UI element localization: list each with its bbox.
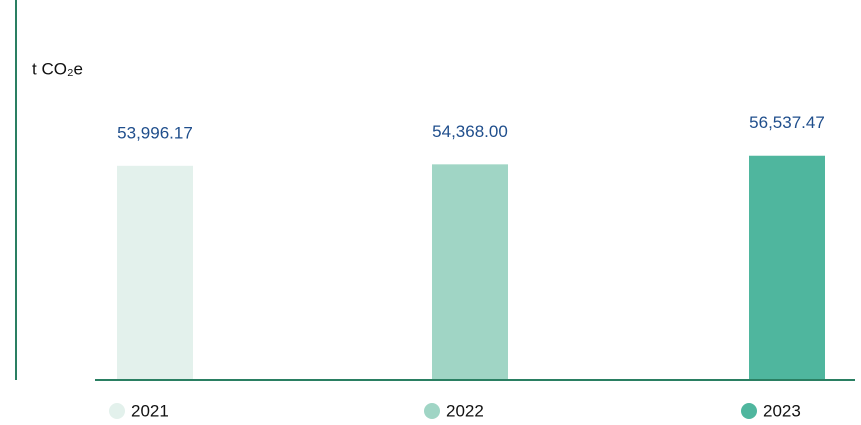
legend-label: 2023 <box>763 401 801 420</box>
value-label: 53,996.17 <box>117 123 193 142</box>
legend-label: 2021 <box>131 401 169 420</box>
bar <box>432 164 508 380</box>
legend-label: 2022 <box>446 401 484 420</box>
y-axis-label: t CO₂e <box>32 59 83 78</box>
legend-swatch <box>109 403 125 419</box>
legend-swatch <box>424 403 440 419</box>
value-label: 56,537.47 <box>749 113 825 132</box>
bar <box>749 155 825 380</box>
legend-swatch <box>741 403 757 419</box>
value-label: 54,368.00 <box>432 122 508 141</box>
bar <box>117 165 193 380</box>
